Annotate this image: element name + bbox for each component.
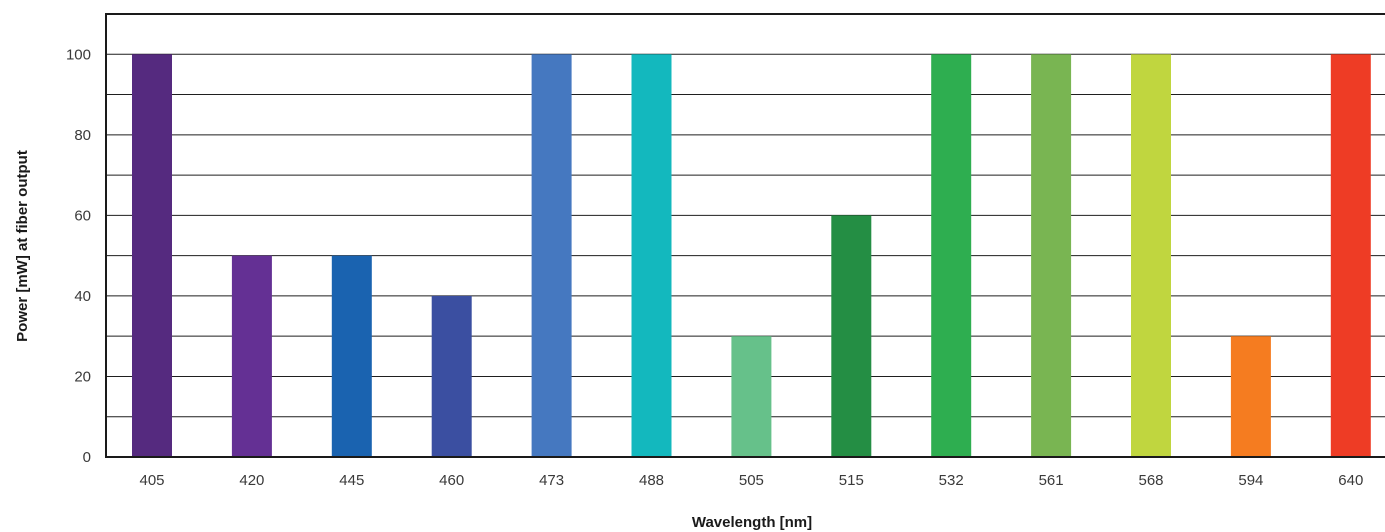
axes [105, 13, 1385, 458]
bar-594 [1230, 336, 1271, 457]
y-axis-title: Power [mW] at fiber output [14, 150, 31, 342]
bars [132, 54, 1371, 457]
x-axis-title: Wavelength [nm] [692, 514, 812, 531]
x-tick-label: 505 [739, 472, 764, 489]
x-tick-label: 568 [1138, 472, 1163, 489]
x-tick-label: 420 [239, 472, 264, 489]
bar-515 [831, 215, 872, 457]
y-tick-labels: 0 20 40 60 80 100 [66, 46, 91, 466]
x-tick-label: 561 [1039, 472, 1064, 489]
y-tick-label: 60 [74, 207, 91, 224]
x-tick-label: 640 [1338, 472, 1363, 489]
x-tick-label: 515 [839, 472, 864, 489]
bar-488 [631, 54, 672, 457]
x-tick-labels: 405 420 445 460 473 488 505 515 532 561 568 594 640 [139, 472, 1363, 489]
x-tick-label: 460 [439, 472, 464, 489]
x-tick-label: 405 [139, 472, 164, 489]
x-tick-label: 594 [1238, 472, 1263, 489]
y-tick-label: 20 [74, 368, 91, 385]
bar-405 [132, 54, 172, 457]
bar-420 [231, 255, 272, 457]
bar-561 [1031, 54, 1072, 457]
bar-473 [531, 54, 572, 457]
x-tick-label: 532 [939, 472, 964, 489]
bar-640 [1330, 54, 1371, 457]
y-tick-label: 80 [74, 127, 91, 144]
bar-505 [731, 336, 772, 457]
x-tick-label: 445 [339, 472, 364, 489]
x-tick-label: 473 [539, 472, 564, 489]
y-tick-label: 0 [83, 449, 91, 466]
bar-445 [331, 255, 372, 457]
y-tick-label: 100 [66, 46, 91, 63]
bar-460 [431, 295, 472, 457]
bar-532 [931, 54, 972, 457]
bar-568 [1131, 54, 1171, 457]
gridlines [106, 53, 1385, 418]
x-tick-label: 488 [639, 472, 664, 489]
y-tick-label: 40 [74, 288, 91, 305]
